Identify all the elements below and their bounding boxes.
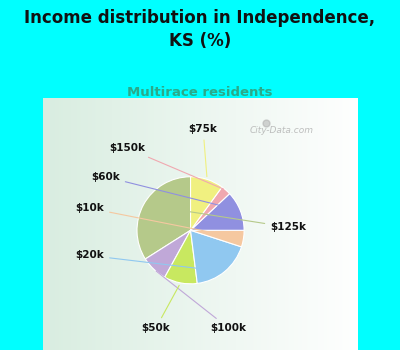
Wedge shape <box>190 187 230 230</box>
Text: $60k: $60k <box>91 172 238 210</box>
Text: $20k: $20k <box>75 251 222 271</box>
Wedge shape <box>190 230 244 247</box>
Text: $100k: $100k <box>156 271 246 333</box>
Text: $75k: $75k <box>189 125 218 177</box>
Wedge shape <box>190 177 222 230</box>
Text: $125k: $125k <box>146 205 306 232</box>
Wedge shape <box>165 230 197 284</box>
Text: $150k: $150k <box>110 144 224 189</box>
Wedge shape <box>145 230 190 277</box>
Text: $10k: $10k <box>75 203 241 238</box>
Wedge shape <box>190 230 242 284</box>
Text: $50k: $50k <box>142 285 179 333</box>
Wedge shape <box>190 194 244 230</box>
Text: Multirace residents: Multirace residents <box>127 86 273 99</box>
Text: Income distribution in Independence,
KS (%): Income distribution in Independence, KS … <box>24 9 376 49</box>
Text: City-Data.com: City-Data.com <box>250 126 314 135</box>
Wedge shape <box>137 177 190 259</box>
